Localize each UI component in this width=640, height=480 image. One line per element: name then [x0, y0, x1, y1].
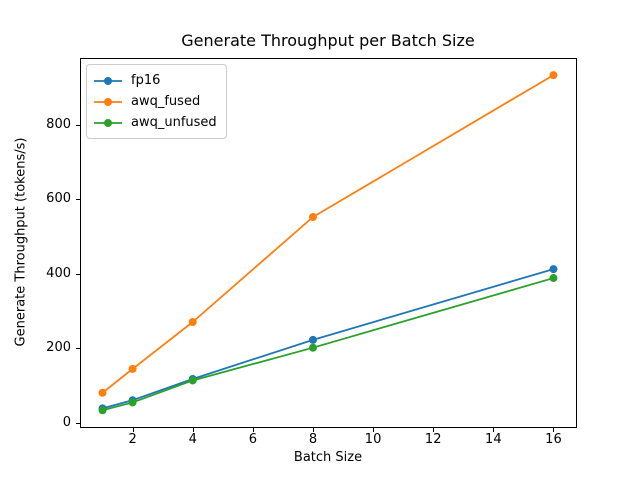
legend-item-awq-unfused: awq_unfused: [94, 112, 217, 133]
data-point-awq_unfused-x4: [188, 376, 197, 385]
data-point-awq_unfused-x2: [128, 398, 137, 407]
y-tick-label: 800: [46, 116, 71, 132]
x-axis-label: Batch Size: [293, 450, 363, 465]
x-tick-label: 8: [308, 432, 318, 447]
x-tick-label: 16: [545, 432, 562, 447]
x-tick-label: 10: [364, 432, 382, 447]
data-point-awq_unfused-x1: [98, 406, 107, 415]
y-axis-label: Generate Throughput (tokens/s): [13, 137, 29, 347]
legend-line-marker-icon: [94, 97, 122, 106]
legend-label: awq_unfused: [131, 115, 217, 130]
legend-label: awq_fused: [131, 94, 201, 109]
data-point-awq_fused-x1: [98, 388, 107, 397]
legend-item-fp16: fp16: [94, 70, 217, 91]
data-point-fp16-x8: [308, 335, 317, 344]
legend: fp16 awq_fused awq_unfused: [86, 64, 227, 139]
data-point-awq_unfused-x16: [549, 274, 558, 283]
x-tick-label: 14: [485, 432, 502, 447]
x-tick-label: 4: [188, 432, 197, 447]
legend-line-marker-icon: [94, 76, 122, 85]
data-point-awq_fused-x16: [549, 71, 558, 80]
x-tick-label: 12: [424, 432, 442, 447]
series-line-awq_unfused: [102, 277, 554, 412]
legend-line-marker-icon: [94, 118, 122, 127]
chart-title: Generate Throughput per Batch Size: [181, 31, 475, 50]
axes-spines: [80, 58, 577, 428]
y-tick-label: 200: [46, 339, 71, 355]
data-point-fp16-x16: [549, 265, 558, 274]
y-tick-label: 400: [46, 265, 71, 281]
data-point-awq_fused-x8: [308, 212, 317, 221]
x-tick-label: 2: [128, 432, 137, 447]
legend-label: fp16: [131, 73, 161, 88]
y-tick-label: 600: [46, 190, 71, 206]
data-point-awq_fused-x4: [188, 317, 197, 326]
legend-item-awq-fused: awq_fused: [94, 91, 217, 112]
data-point-awq_unfused-x8: [308, 343, 317, 352]
y-tick-label: 0: [62, 414, 71, 430]
x-tick-label: 6: [248, 432, 257, 447]
data-point-awq_fused-x2: [128, 364, 137, 373]
